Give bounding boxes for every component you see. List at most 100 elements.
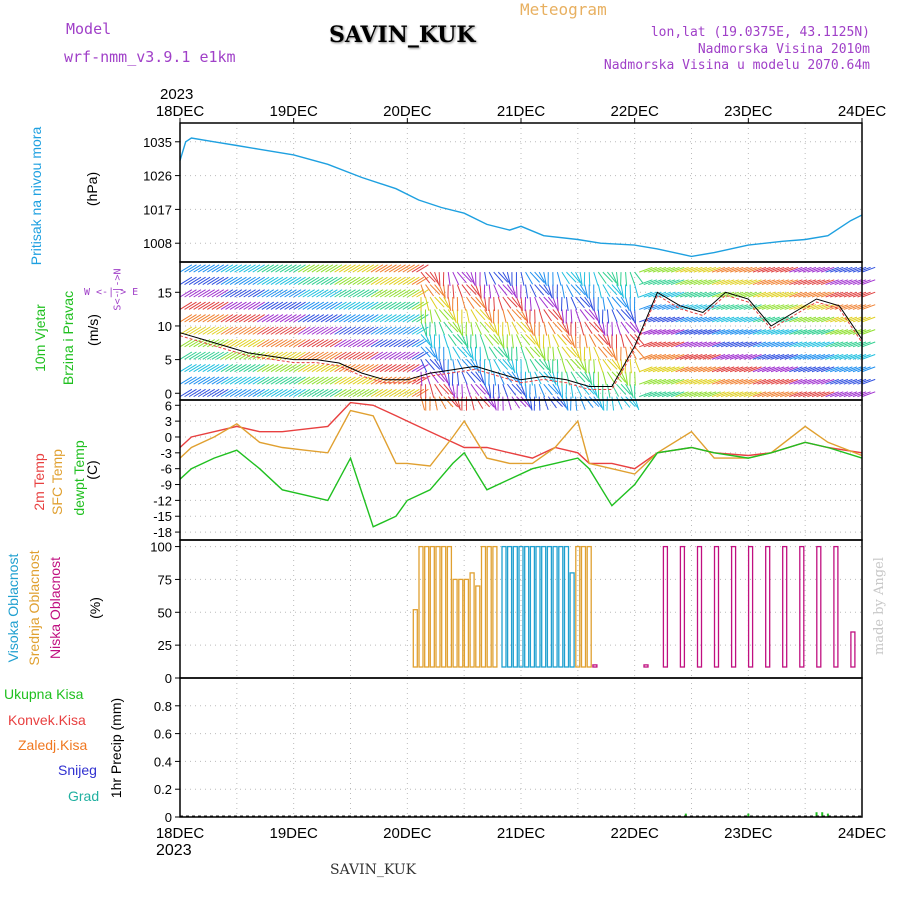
- wind-barb: [307, 289, 320, 298]
- wind-barb: [657, 354, 671, 360]
- wind-barb: [393, 314, 406, 323]
- wind-barb: [343, 289, 356, 298]
- wind-barb: [257, 314, 270, 323]
- wind-barb: [861, 304, 876, 310]
- wind-barb: [702, 391, 717, 398]
- wind-barb: [625, 371, 629, 386]
- wind-barb: [397, 339, 411, 348]
- wind-barb: [657, 391, 671, 398]
- temp-unit: (C): [84, 460, 100, 480]
- wind-barb: [316, 376, 329, 385]
- wind-barb: [720, 291, 735, 298]
- wind-barb: [802, 279, 817, 286]
- wind-barb: [316, 289, 329, 298]
- wind-barb: [202, 351, 215, 360]
- wind-barb: [229, 276, 243, 285]
- wind-barb: [352, 388, 365, 398]
- wind-barb: [652, 329, 667, 335]
- wind-barb: [852, 391, 867, 398]
- wind-barb: [225, 314, 238, 323]
- wind-barb: [770, 316, 785, 323]
- cloud-high-bar: [541, 545, 547, 668]
- wind-barb: [616, 296, 627, 308]
- wind-barb: [643, 366, 658, 373]
- wind-barb: [597, 284, 602, 299]
- ytick-label-temperature: -9: [160, 478, 172, 493]
- wind-barb: [425, 358, 435, 371]
- cloud-low-bar: [679, 545, 686, 668]
- wind-barb: [538, 383, 546, 398]
- wind-barb: [416, 314, 429, 323]
- wind-barb: [575, 371, 586, 383]
- wind-barb: [848, 354, 862, 360]
- wind-barb: [634, 396, 640, 411]
- wind-barb: [693, 266, 708, 273]
- wind-barb: [839, 378, 853, 385]
- wind-barb: [188, 301, 202, 310]
- wind-barb: [243, 326, 256, 335]
- cloud-high-bar: [546, 545, 553, 668]
- wind-barb: [288, 264, 302, 273]
- wind-barb: [384, 326, 397, 335]
- wind-barb: [357, 289, 370, 298]
- wind-barb: [648, 329, 662, 335]
- wind-barb: [252, 351, 265, 360]
- wind-barb: [384, 276, 397, 285]
- wind-barb: [484, 321, 495, 333]
- wind-barb: [720, 391, 735, 398]
- wind-barb: [816, 266, 830, 273]
- wind-barb: [861, 291, 876, 298]
- wind-barb: [707, 304, 721, 310]
- wind-barb: [375, 388, 388, 398]
- wind-barb: [739, 266, 753, 273]
- wind-barb: [247, 326, 261, 335]
- wind-barb: [775, 366, 789, 373]
- wind-barb: [661, 266, 676, 273]
- wind-barb: [657, 304, 671, 310]
- wind-barb: [266, 339, 279, 348]
- wind-barb: [652, 316, 667, 323]
- wind-barb: [757, 316, 771, 323]
- wind-barb: [179, 351, 193, 360]
- precip-unit: 1hr Precip (mm): [108, 697, 124, 799]
- wind-barb: [566, 346, 577, 358]
- wind-barb: [857, 341, 871, 348]
- wind-barb: [293, 314, 306, 323]
- wind-barb: [338, 301, 352, 310]
- ytick-label-cloud: 75: [158, 572, 172, 587]
- temp-title-1: 2m Temp: [31, 453, 47, 511]
- wind-barb: [661, 279, 676, 286]
- wind-barb: [361, 326, 375, 335]
- wind-barb: [779, 391, 794, 398]
- wind-barb: [652, 366, 667, 373]
- wind-barb: [216, 363, 229, 373]
- wind-barb: [616, 371, 626, 383]
- wind-barb: [775, 279, 789, 286]
- wind-barb: [575, 309, 581, 323]
- wind-barb: [284, 301, 297, 310]
- wind-barb: [830, 266, 844, 273]
- wind-barb: [634, 271, 644, 284]
- wind-barb: [270, 289, 284, 298]
- wind-barb: [802, 316, 817, 323]
- wind-barb: [311, 326, 325, 335]
- wind-barb: [857, 329, 871, 335]
- wind-barb: [279, 376, 293, 385]
- wind-barb: [207, 376, 220, 385]
- wind-barb: [425, 284, 435, 297]
- wind-barb: [407, 388, 420, 398]
- wind-barb: [784, 354, 799, 360]
- wind-barb: [347, 314, 361, 323]
- wind-barb: [789, 378, 803, 385]
- wind-barb: [757, 304, 771, 310]
- wind-barb: [707, 366, 721, 373]
- wind-barb: [284, 264, 297, 273]
- wind-barb: [716, 341, 730, 348]
- wind-barb: [802, 354, 817, 360]
- wind-barb: [729, 391, 744, 398]
- wind-barb: [566, 271, 577, 283]
- wind-barb: [556, 359, 559, 374]
- wind-barb: [543, 309, 553, 322]
- wind-barb: [820, 378, 835, 385]
- wind-barb: [534, 334, 540, 348]
